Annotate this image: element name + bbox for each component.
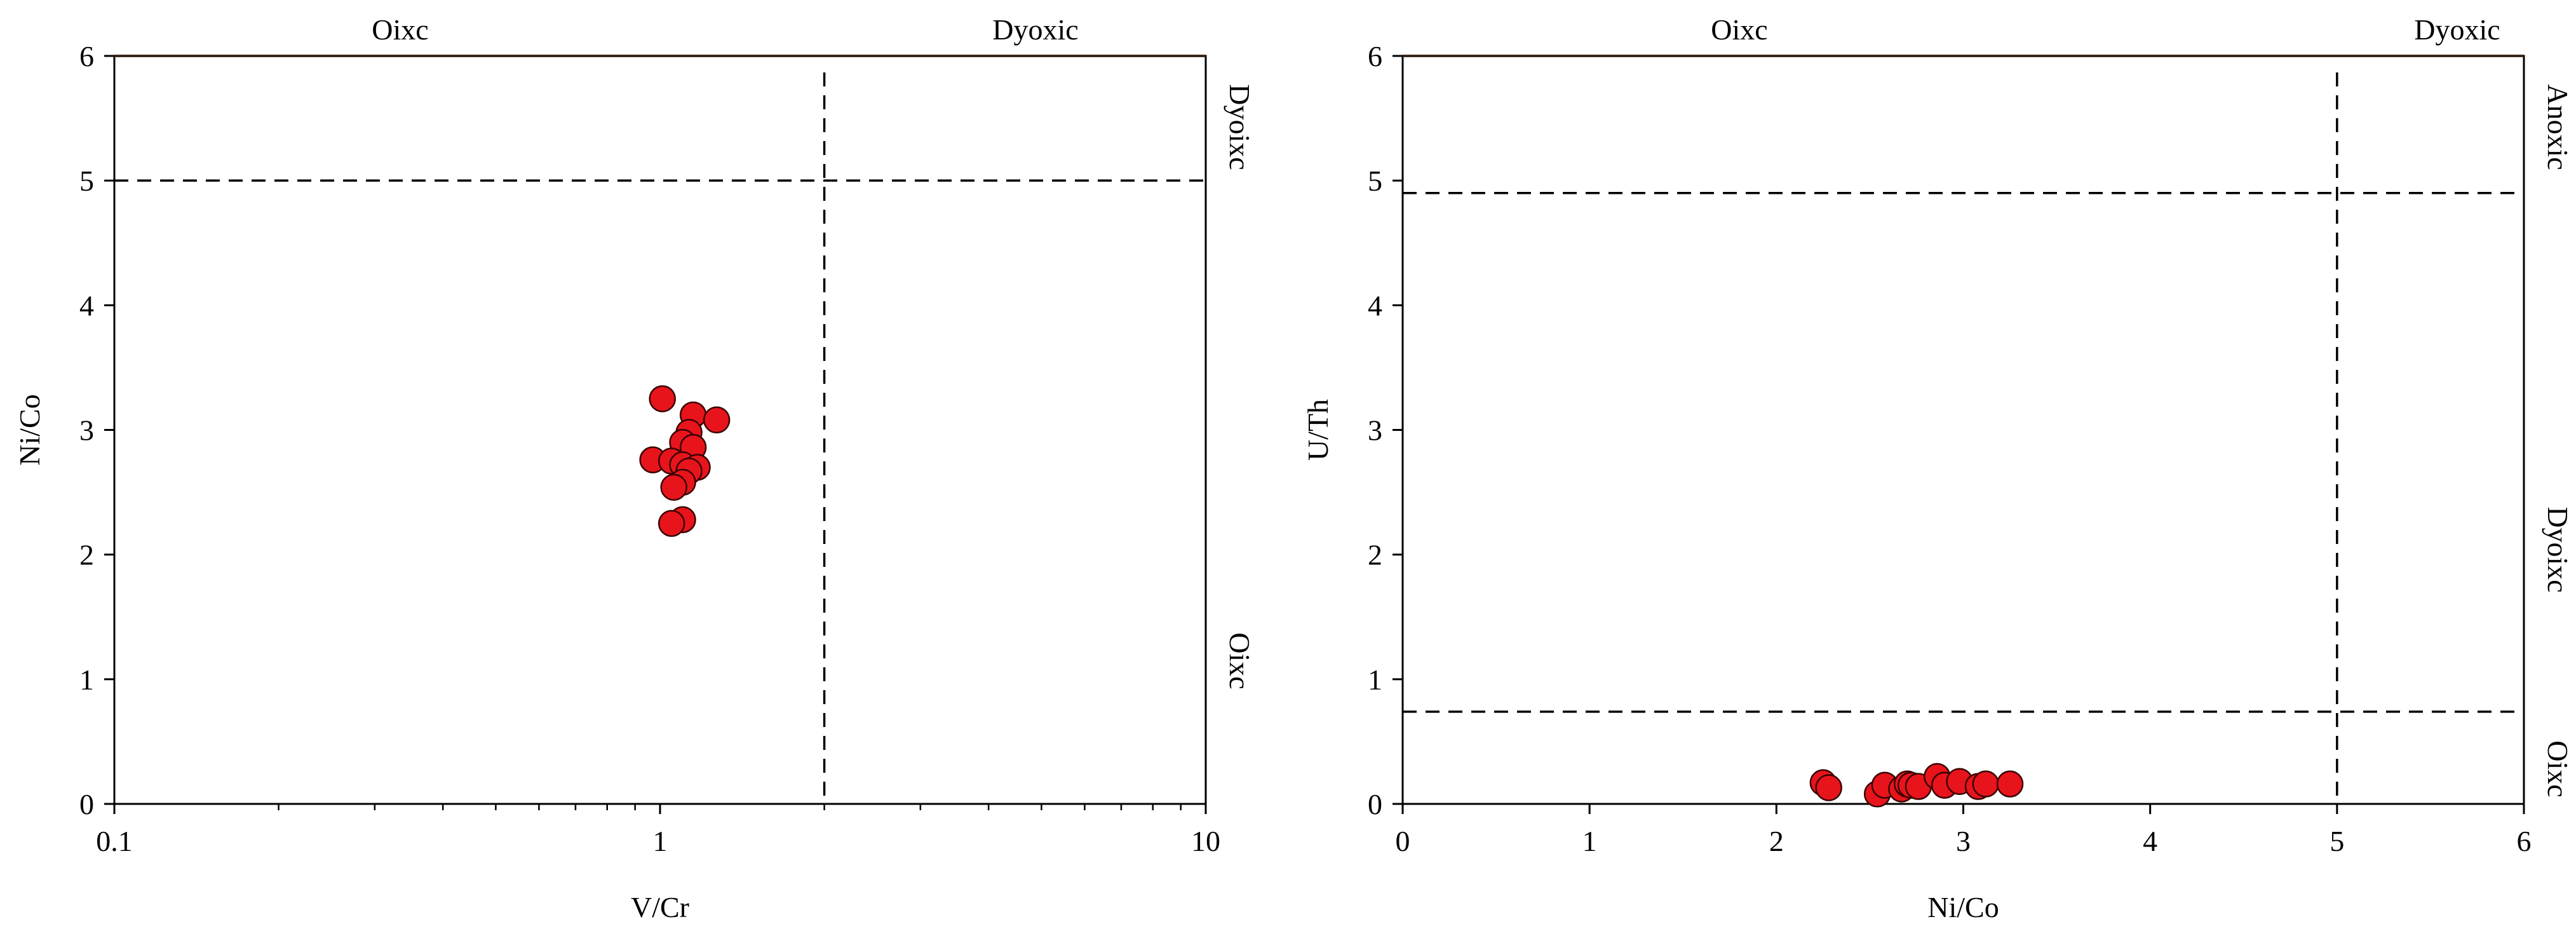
y-tick-label: 3 xyxy=(1368,414,1382,447)
chart-panel-1: 0 1 2 3 4 5 6 0.1 1 10 V/Cr Ni/Co Oixc Dyoxic Dyoixc Oi… xyxy=(13,13,1256,923)
zone-label-right: Oixc xyxy=(2542,740,2574,797)
y-tick-label: 4 xyxy=(1368,289,1382,322)
y-tick-label: 0 xyxy=(1368,788,1382,820)
zone-label-top: Oixc xyxy=(372,13,428,46)
y-tick-label: 4 xyxy=(79,289,94,322)
x-tick-label: 5 xyxy=(2330,825,2344,857)
y-tick-label: 2 xyxy=(79,539,94,571)
x-axis-label: V/Cr xyxy=(631,891,689,923)
y-tick-label: 5 xyxy=(79,165,94,197)
x-tick-label: 10 xyxy=(1191,825,1220,857)
x-tick-label: 1 xyxy=(653,825,668,857)
data-point xyxy=(1972,770,2000,798)
y-axis-label: Ni/Co xyxy=(13,394,46,465)
zone-label-right: Anoxic xyxy=(2542,84,2574,170)
data-point xyxy=(1815,774,1842,801)
x-tick-label: 6 xyxy=(2517,825,2532,857)
x-tick-label: 1 xyxy=(1582,825,1597,857)
x-tick-label: 2 xyxy=(1769,825,1784,857)
x-axis-label: Ni/Co xyxy=(1927,891,1999,923)
zone-label-right: Dyoixc xyxy=(2542,506,2574,592)
plot-frame xyxy=(1401,55,2525,805)
zone-label-top: Dyoxic xyxy=(2414,13,2500,46)
data-point xyxy=(660,473,687,501)
y-tick-label: 6 xyxy=(1368,40,1382,72)
x-tick-label: 0 xyxy=(1396,825,1410,857)
y-tick-label: 2 xyxy=(1368,539,1382,571)
x-tick-label: 0.1 xyxy=(96,825,133,857)
zone-label-top: Oixc xyxy=(1711,13,1767,46)
y-axis-label: U/Th xyxy=(1302,399,1334,461)
x-tick-label: 3 xyxy=(1956,825,1971,857)
y-tick-label: 0 xyxy=(79,788,94,820)
y-tick-label: 6 xyxy=(79,40,94,72)
data-point xyxy=(703,406,731,434)
y-tick-label: 5 xyxy=(1368,165,1382,197)
data-point xyxy=(649,385,676,412)
data-point xyxy=(1996,770,2024,798)
y-tick-label: 3 xyxy=(79,414,94,447)
y-tick-label: 1 xyxy=(79,663,94,696)
data-point xyxy=(657,510,685,537)
chart-panel-2: 0 1 2 3 4 5 6 0 1 2 3 4 5 6 Ni/Co U/Th Oixc Dyoxic Anoxic D… xyxy=(1302,13,2574,923)
zone-label-top: Dyoxic xyxy=(992,13,1078,46)
zone-label-right: Oixc xyxy=(1224,632,1256,689)
plot-frame xyxy=(113,55,1207,805)
y-tick-label: 1 xyxy=(1368,663,1382,696)
zone-label-right: Dyoixc xyxy=(1224,84,1256,170)
x-tick-label: 4 xyxy=(2143,825,2157,857)
